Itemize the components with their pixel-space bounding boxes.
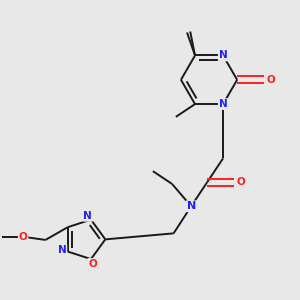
- Text: O: O: [267, 75, 276, 85]
- Text: O: O: [237, 177, 246, 187]
- Text: O: O: [19, 232, 28, 242]
- Text: N: N: [219, 99, 227, 109]
- Text: O: O: [88, 259, 97, 269]
- Text: N: N: [83, 211, 92, 221]
- Text: N: N: [58, 245, 66, 255]
- Text: N: N: [219, 50, 227, 61]
- Text: N: N: [187, 201, 196, 211]
